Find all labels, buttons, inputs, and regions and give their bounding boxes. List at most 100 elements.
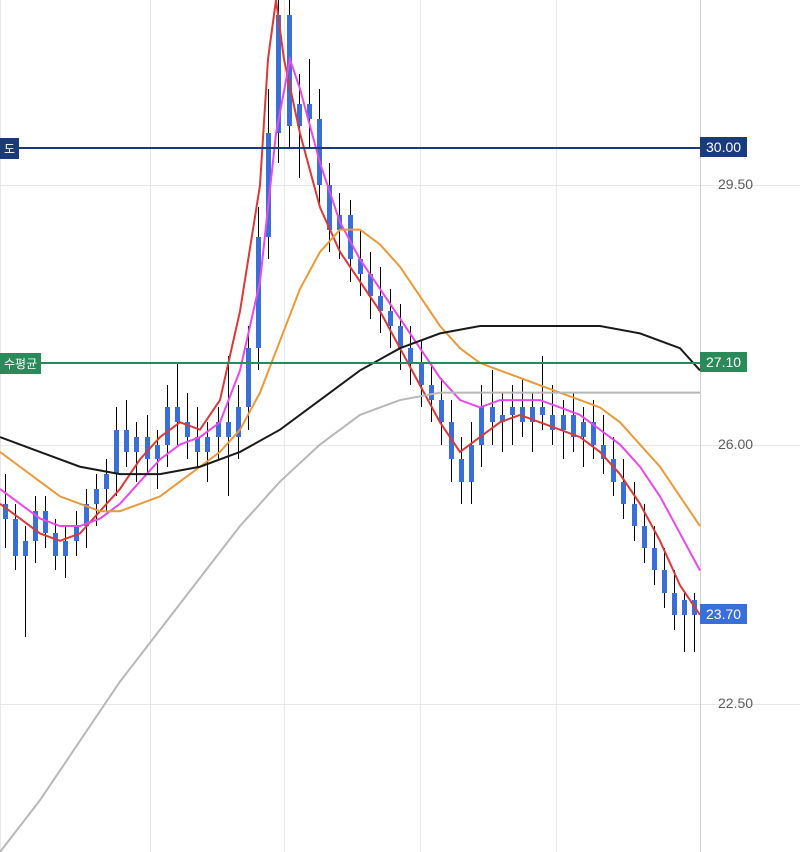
candle-body xyxy=(23,541,28,556)
candle-body xyxy=(226,422,231,437)
candle-body xyxy=(205,437,210,452)
candle-wick xyxy=(502,393,503,452)
moving-average-ma2 xyxy=(0,0,800,852)
candle-body xyxy=(63,541,68,556)
candle-body xyxy=(3,504,8,519)
grid-line-vertical xyxy=(556,0,557,852)
candle-body xyxy=(682,600,687,615)
candle-wick xyxy=(563,400,564,459)
candle-body xyxy=(642,526,647,548)
candle-body xyxy=(195,437,200,452)
candle-body xyxy=(662,570,667,592)
candle-body xyxy=(449,422,454,459)
candle-body xyxy=(337,215,342,230)
axis-boundary xyxy=(700,0,701,852)
candle-body xyxy=(297,104,302,126)
candle-wick xyxy=(299,74,300,178)
candle-wick xyxy=(512,385,513,444)
moving-average-ma3 xyxy=(0,0,800,852)
grid-line-horizontal xyxy=(0,704,800,705)
candle-body xyxy=(33,511,38,541)
moving-average-ma4 xyxy=(0,0,800,852)
candle-body xyxy=(540,407,545,414)
candle-body xyxy=(652,548,657,570)
candle-body xyxy=(429,385,434,400)
candle-body xyxy=(145,437,150,459)
candle-body xyxy=(408,348,413,363)
candle-body xyxy=(84,504,89,526)
price-tag: 30.00 xyxy=(700,137,747,157)
candle-body xyxy=(398,326,403,348)
grid-line-vertical xyxy=(150,0,151,852)
candle-body xyxy=(591,422,596,444)
candle-body xyxy=(550,415,555,430)
candle-body xyxy=(378,296,383,311)
candle-wick xyxy=(583,407,584,466)
candle-body xyxy=(692,600,697,615)
candle-body xyxy=(611,459,616,481)
horizontal-line-label: 수평균 xyxy=(0,353,41,374)
y-axis-label: 22.50 xyxy=(718,695,753,711)
horizontal-line xyxy=(0,362,700,364)
candle-body xyxy=(74,526,79,541)
candle-wick xyxy=(542,356,543,430)
grid-line-vertical xyxy=(0,0,1,852)
candle-body xyxy=(43,511,48,533)
candle-body xyxy=(287,15,292,126)
candle-body xyxy=(510,407,515,414)
horizontal-line-label: 도 xyxy=(0,138,19,159)
candle-wick xyxy=(532,393,533,452)
price-tag: 27.10 xyxy=(700,352,747,372)
candle-body xyxy=(185,422,190,437)
candle-body xyxy=(500,415,505,422)
candle-body xyxy=(13,519,18,556)
candle-body xyxy=(479,407,484,444)
candle-body xyxy=(490,407,495,422)
candle-body xyxy=(419,363,424,385)
candle-body xyxy=(459,459,464,481)
candle-body xyxy=(348,215,353,259)
candle-body xyxy=(236,407,241,437)
candle-body xyxy=(216,422,221,437)
moving-average-ma5 xyxy=(0,0,800,852)
candle-body xyxy=(317,119,322,186)
candle-wick xyxy=(177,363,178,444)
candle-body xyxy=(571,415,576,437)
candle-body xyxy=(581,422,586,437)
grid-line-horizontal xyxy=(0,445,800,446)
candle-body xyxy=(256,237,261,348)
candle-body xyxy=(520,407,525,422)
candle-body xyxy=(246,348,251,407)
candle-body xyxy=(469,445,474,482)
candle-body xyxy=(601,445,606,460)
y-axis-label: 29.50 xyxy=(718,176,753,192)
moving-average-ma1 xyxy=(0,0,800,852)
candle-body xyxy=(165,407,170,444)
candle-body xyxy=(672,593,677,615)
candle-body xyxy=(439,400,444,422)
price-chart[interactable]: 29.50 26.00 22.50 도 30.00 수평균 27.10 23.70 xyxy=(0,0,800,852)
candle-body xyxy=(124,430,129,452)
y-axis-label: 26.00 xyxy=(718,436,753,452)
current-price-tag: 23.70 xyxy=(700,604,747,624)
candle-body xyxy=(561,415,566,430)
candle-wick xyxy=(157,430,158,489)
candle-body xyxy=(368,274,373,296)
candle-body xyxy=(530,407,535,422)
candle-body xyxy=(388,311,393,326)
grid-line-vertical xyxy=(284,0,285,852)
candle-body xyxy=(327,185,332,229)
horizontal-line xyxy=(0,147,700,149)
candle-body xyxy=(53,533,58,555)
grid-line-vertical xyxy=(420,0,421,852)
candle-body xyxy=(358,259,363,274)
grid-line-horizontal xyxy=(0,185,800,186)
candle-body xyxy=(175,407,180,422)
candle-body xyxy=(276,15,281,134)
candle-body xyxy=(94,489,99,504)
candle-body xyxy=(104,474,109,489)
candle-body xyxy=(155,445,160,460)
candle-body xyxy=(632,504,637,526)
candle-body xyxy=(621,482,626,504)
candle-body xyxy=(134,437,139,452)
